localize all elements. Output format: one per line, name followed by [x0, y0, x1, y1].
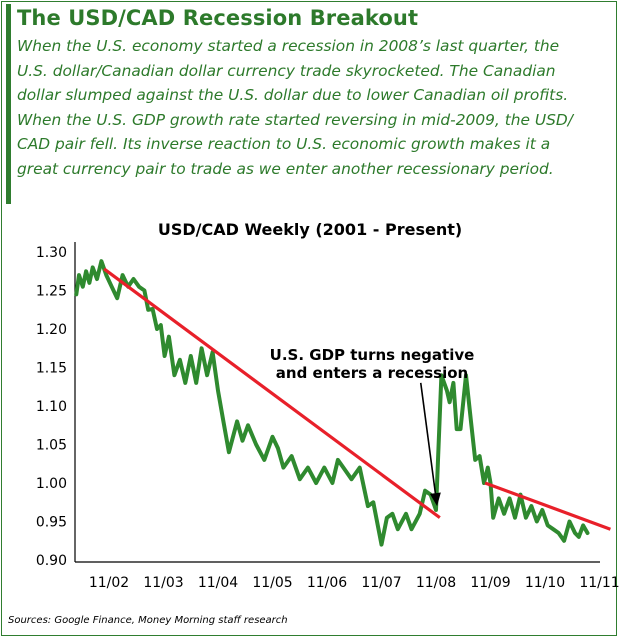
x-tick-label: 11/06 [307, 575, 347, 591]
description-line: dollar slumped against the U.S. dollar d… [17, 86, 569, 104]
annotation-arrowhead [429, 492, 441, 507]
trend-line-2009-2011 [484, 481, 611, 531]
y-tick-label: 1.00 [36, 476, 67, 492]
x-tick-label: 11/09 [470, 575, 510, 591]
x-tick-label: 11/04 [198, 575, 238, 591]
x-tick-label: 11/10 [525, 575, 565, 591]
chart-title: USD/CAD Weekly (2001 - Present) [157, 220, 463, 239]
y-tick-label: 0.95 [36, 515, 67, 531]
y-tick-label: 1.20 [36, 322, 67, 338]
annotation-label: and enters a recession [276, 364, 468, 382]
description: When the U.S. economy started a recessio… [17, 34, 610, 181]
description-line: U.S. dollar/Canadian dollar currency tra… [17, 61, 556, 80]
x-tick-label: 11/03 [143, 575, 183, 591]
x-tick-label: 11/05 [252, 575, 292, 591]
annotation-label: U.S. GDP turns negative [270, 346, 475, 364]
description-line: When the U.S. economy started a recessio… [17, 37, 560, 55]
description-line: great currency pair to trade as we enter… [17, 159, 554, 178]
y-tick-label: 1.15 [36, 361, 67, 377]
y-tick-label: 1.05 [36, 438, 67, 454]
annotation-arrow [419, 382, 437, 494]
x-tick-label: 11/11 [579, 575, 619, 591]
x-tick-label: 11/08 [416, 575, 456, 591]
page-title: The USD/CAD Recession Breakout [17, 6, 419, 30]
x-tick-label: 11/07 [361, 575, 401, 591]
usdcad-series-line [74, 259, 590, 547]
trend-line-2002-2008 [103, 267, 441, 519]
y-tick-label: 0.90 [36, 553, 67, 569]
y-tick-label: 1.30 [36, 245, 67, 261]
description-line: CAD pair fell. Its inverse reaction to U… [17, 135, 551, 153]
x-tick-label: 11/02 [89, 575, 129, 591]
y-tick-label: 1.25 [36, 284, 67, 300]
header-block: The USD/CAD Recession Breakout When the … [6, 4, 610, 204]
y-tick-label: 1.10 [36, 399, 67, 415]
description-line: When the U.S. GDP growth rate started re… [17, 110, 573, 129]
source-note: Sources: Google Finance, Money Morning s… [8, 615, 288, 626]
